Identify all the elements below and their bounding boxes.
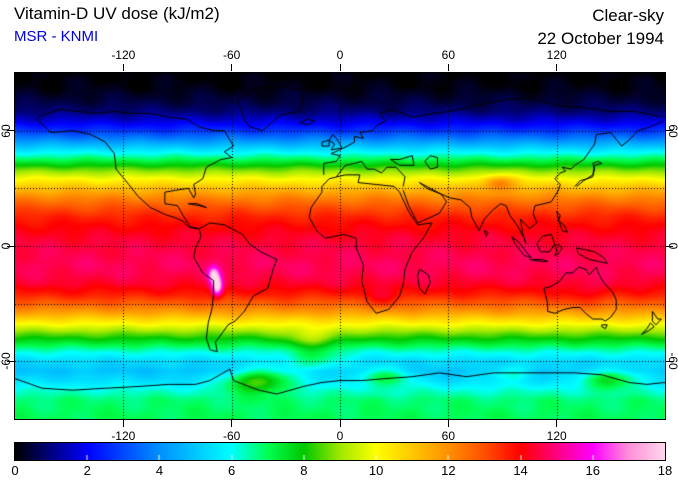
lon-tick-label-bottom: 0	[336, 429, 344, 443]
figure-subtitle: MSR - KNMI	[14, 28, 99, 45]
lon-tick-label-top: -60	[222, 48, 241, 62]
colorbar-tick-label: 0	[11, 463, 19, 478]
lat-tick-label-left: 0	[0, 242, 13, 250]
lon-tick-label-bottom: -120	[111, 429, 136, 443]
lat-tick-right	[666, 130, 673, 132]
lon-tick-top	[447, 64, 449, 71]
lon-tick-top	[122, 64, 124, 71]
colorbar-tick-label: 6	[228, 463, 236, 478]
colorbar-tick-label: 2	[83, 463, 91, 478]
uv-dose-heatmap	[15, 73, 665, 419]
colorbar	[15, 443, 665, 460]
lat-tick-label-left: -60	[0, 352, 13, 370]
lat-tick-right	[666, 245, 673, 247]
colorbar-frame	[14, 442, 666, 461]
lat-tick-label-left: 60	[0, 123, 13, 138]
lon-tick-label-bottom: 120	[546, 429, 567, 443]
world-map-frame	[14, 72, 666, 420]
colorbar-tick-label: 10	[368, 463, 384, 478]
condition-label: Clear-sky	[592, 6, 664, 25]
lat-tick-label-right: -60	[666, 352, 678, 370]
lon-tick-bottom	[122, 420, 124, 427]
lat-tick-label-right: 60	[666, 123, 678, 138]
lon-tick-label-top: 60	[441, 48, 455, 62]
lat-tick-label-right: 0	[666, 226, 678, 266]
lon-tick-label-bottom: 60	[441, 429, 455, 443]
colorbar-tick-label: 4	[155, 463, 164, 478]
colorbar-tick-label: 16	[585, 463, 600, 478]
date-label: 22 October 1994	[537, 29, 664, 48]
lat-tick-left	[7, 360, 14, 362]
figure-title: Vitamin-D UV dose (kJ/m2)	[14, 4, 220, 23]
lon-tick-label-top: 0	[336, 48, 344, 62]
colorbar-tick-label: 14	[513, 463, 528, 478]
figure-header-right: Clear-sky 22 October 1994	[537, 4, 664, 50]
lon-tick-top	[231, 64, 233, 71]
lon-tick-bottom	[447, 420, 449, 427]
lat-tick-right	[666, 360, 673, 362]
lat-tick-left	[7, 245, 14, 247]
lat-tick-left	[7, 130, 14, 132]
lon-tick-top	[556, 64, 558, 71]
lon-tick-top	[339, 64, 341, 71]
lon-tick-bottom	[231, 420, 233, 427]
lon-tick-label-top: 120	[546, 48, 567, 62]
lon-tick-label-top: -120	[111, 48, 136, 62]
lon-tick-bottom	[556, 420, 558, 427]
lon-tick-label-bottom: -60	[222, 429, 241, 443]
colorbar-tick-label: 8	[300, 463, 308, 478]
colorbar-tick-label: 12	[441, 463, 456, 478]
lon-tick-bottom	[339, 420, 341, 427]
colorbar-tick-label: 18	[657, 463, 673, 478]
